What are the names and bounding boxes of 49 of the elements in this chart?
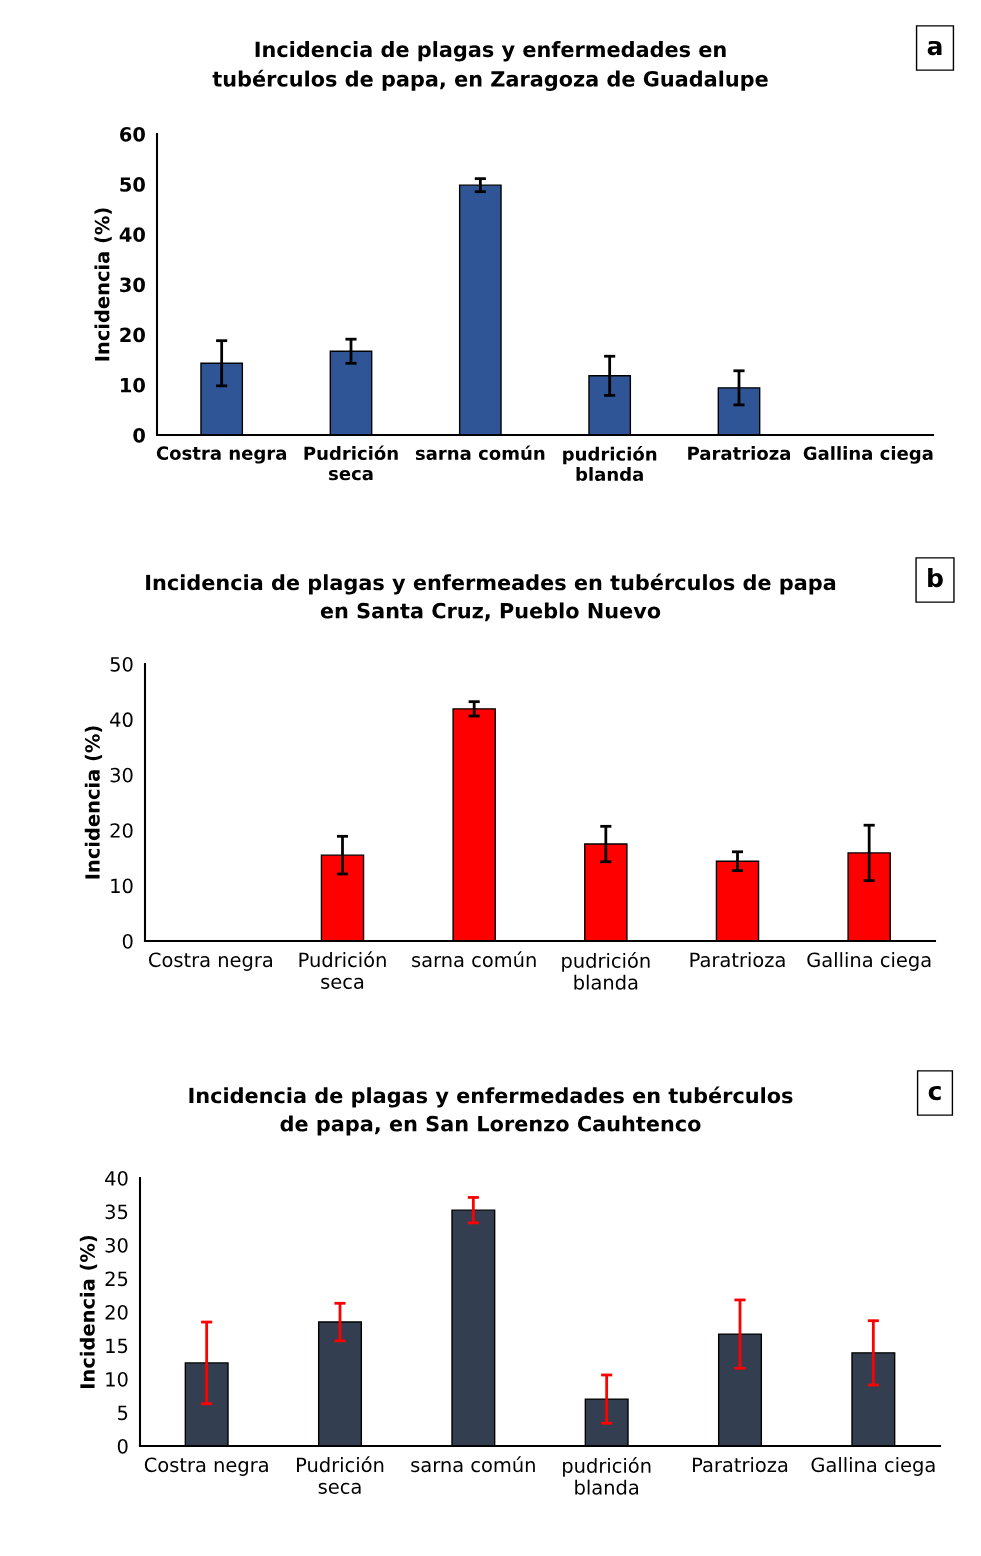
chart-title: Incidencia de plagas y enfermedades en tubérculos de papa, en Zaragoza de Guadalupe xyxy=(212,41,768,91)
text: a xyxy=(927,40,942,56)
y-tick-label: 5 xyxy=(118,1405,128,1421)
chart-title: Incidencia de plagas y enfermeades en tubérculos de papa en Santa Cruz, Pueblo Nuevo xyxy=(146,573,836,622)
y-tick-label: 0 xyxy=(117,1438,128,1454)
y-tick-label: 20 xyxy=(120,327,145,343)
x-tick-label: sarna común xyxy=(415,445,545,461)
chart-title: Incidencia de plagas y enfermedades en tubérculos de papa, en San Lorenzo Cauhtenco xyxy=(189,1086,793,1136)
x-tick-label: pudrición blanda xyxy=(562,952,650,990)
x-tick-label: Paratrioza xyxy=(690,952,785,968)
y-tick-label: 15 xyxy=(106,1338,128,1354)
x-tick-label: Costra negra xyxy=(149,952,272,971)
x-tick-label: Gallina ciega xyxy=(807,952,931,971)
x-tick-label: Costra negra xyxy=(156,446,287,464)
x-tick-label: Costra negra xyxy=(144,1457,268,1476)
x-tick-label: Gallina ciega xyxy=(803,446,933,464)
x-tick-label: Pudrición seca xyxy=(299,951,386,989)
y-tick-label: 40 xyxy=(110,712,133,728)
y-tick-label: 0 xyxy=(122,933,133,949)
x-tick-label: pudrición blanda xyxy=(563,1457,651,1495)
y-tick-label: 20 xyxy=(105,1304,128,1320)
y-tick-label: 25 xyxy=(105,1271,128,1287)
y-tick-label: 30 xyxy=(105,1237,128,1253)
x-tick-label: Pudrición seca xyxy=(297,1456,384,1494)
y-tick-label: 60 xyxy=(120,126,145,142)
x-tick-label: pudrición blanda xyxy=(563,446,657,482)
y-axis-title: Incidencia (%) xyxy=(94,208,112,361)
y-tick-label: 10 xyxy=(106,1371,128,1387)
y-tick-label: 10 xyxy=(111,878,133,894)
y-tick-label: 50 xyxy=(120,177,145,192)
x-tick-label: Gallina ciega xyxy=(811,1457,935,1476)
y-tick-label: 20 xyxy=(110,823,133,838)
y-tick-label: 40 xyxy=(105,1170,128,1186)
y-tick-label: 40 xyxy=(119,227,145,242)
x-tick-label: sarna común xyxy=(412,951,536,968)
y-tick-label: 10 xyxy=(121,377,145,393)
y-axis-title: Incidencia (%) xyxy=(79,1235,98,1388)
text: c xyxy=(928,1085,941,1101)
y-axis-title: Incidencia (%) xyxy=(84,726,103,879)
text: b xyxy=(928,567,943,588)
x-tick-label: sarna común xyxy=(411,1456,535,1473)
x-tick-label: Paratrioza xyxy=(693,1457,788,1473)
y-tick-label: 30 xyxy=(110,767,133,783)
y-tick-label: 0 xyxy=(133,427,145,443)
y-tick-label: 35 xyxy=(105,1204,128,1220)
y-tick-label: 50 xyxy=(110,656,133,672)
y-tick-label: 30 xyxy=(120,277,145,293)
x-tick-label: Pudrición seca xyxy=(304,445,398,481)
x-tick-label: Paratrioza xyxy=(688,446,791,461)
